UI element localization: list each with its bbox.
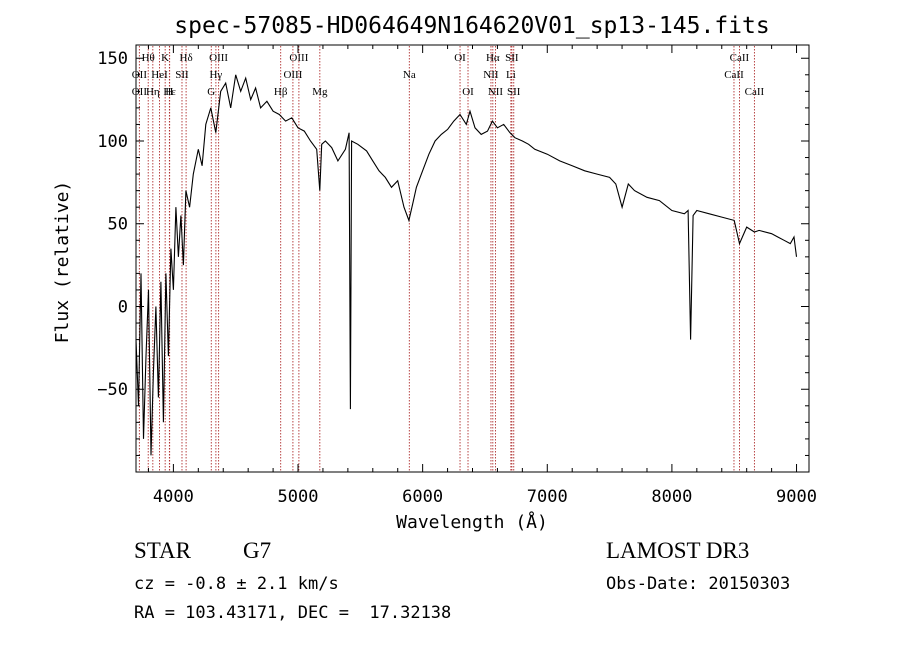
spectral-line-label: Hε [163, 86, 176, 98]
x-tick-label: 4000 [153, 487, 194, 507]
x-tick-label: 7000 [527, 487, 568, 507]
spectrum-line [135, 74, 798, 456]
y-tick-label: 100 [97, 132, 128, 152]
survey-label: LAMOST DR3 [606, 538, 750, 563]
spectral-line-label: Hδ [180, 52, 193, 64]
y-tick-label: 0 [118, 297, 128, 317]
y-axis-label: Flux (relative) [52, 181, 73, 344]
spectral-line-label: H [165, 86, 173, 98]
spectral-line-label: OI [462, 86, 474, 98]
spectral-line-label: HeI [151, 69, 168, 81]
x-tick-label: 6000 [402, 487, 443, 507]
y-tick-label: 150 [97, 49, 128, 69]
x-tick-label: 8000 [651, 487, 692, 507]
object-class: STAR [134, 538, 191, 563]
spectral-line-label: Mg [312, 86, 328, 98]
spectral-line-label: Hα [486, 52, 500, 64]
spectral-line-label: OIII [283, 69, 302, 81]
y-tick-label: 50 [108, 215, 128, 235]
x-axis-ticks: 4000 5000 6000 7000 8000 9000 [147, 45, 817, 507]
x-axis-label: Wavelength (Å) [396, 511, 548, 533]
spectral-line-label: Na [403, 69, 416, 81]
spectral-line-label: Hγ [209, 69, 222, 81]
spectral-line-label: Li [506, 69, 516, 81]
x-tick-label: 9000 [776, 487, 817, 507]
y-axis-ticks: −50 0 50 100 150 [97, 49, 809, 456]
spectral-line-label: OIII [289, 52, 308, 64]
spectral-line-label: NII [483, 69, 499, 81]
spectral-line-label: CaII [745, 86, 765, 98]
spectral-line-label: SII [175, 69, 189, 81]
y-tick-label: −50 [97, 380, 128, 400]
redshift-line: cz = -0.8 ± 2.1 km/s [134, 574, 339, 594]
spectral-line-label: Hη [146, 86, 160, 98]
spectral-line-label: OI [454, 52, 466, 64]
chart-title: spec-57085-HD064649N164620V01_sp13-145.f… [174, 13, 769, 39]
plot-frame [135, 44, 810, 473]
spectral-line-label: K [161, 52, 169, 64]
spectral-line-label: Hβ [274, 86, 288, 98]
spectral-line-label: SII [505, 52, 519, 64]
spectral-line-label: G [207, 86, 215, 98]
spectral-line-label: NII [488, 86, 504, 98]
x-tick-label: 5000 [278, 487, 319, 507]
spectral-marker-lines [138, 46, 755, 471]
spectral-line-label: SII [507, 86, 521, 98]
spectral-line-label: CaII [724, 69, 744, 81]
object-subclass: G7 [243, 538, 272, 563]
spectral-line-label: Hθ [142, 52, 155, 64]
spectral-line-label: CaII [730, 52, 750, 64]
coordinates: RA = 103.43171, DEC = 17.32138 [134, 603, 452, 623]
spectral-line-label: OIII [209, 52, 228, 64]
obs-date: Obs-Date: 20150303 [606, 574, 791, 594]
